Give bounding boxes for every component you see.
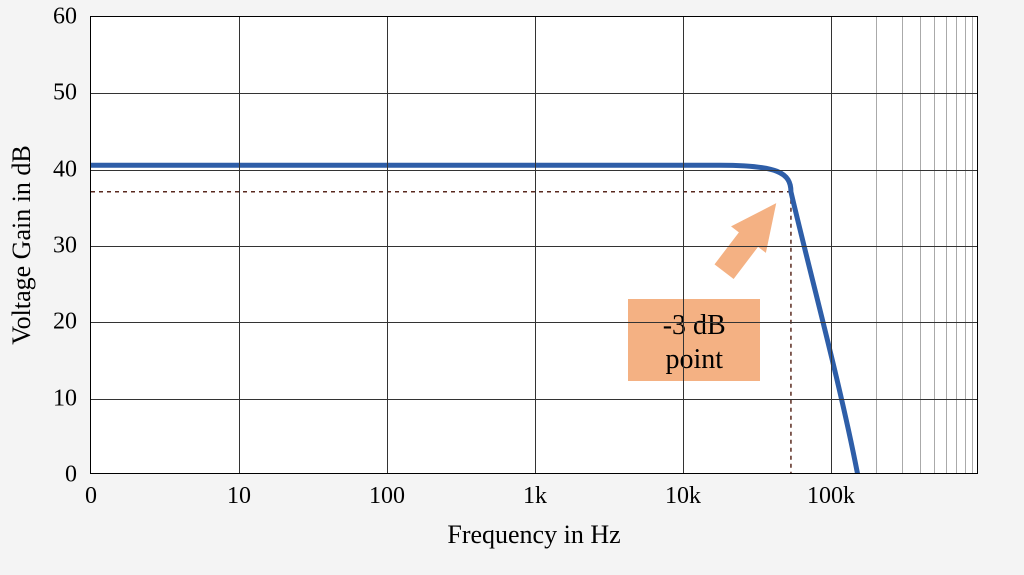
x-tick-label: 1k [523,473,547,510]
y-tick-label: 40 [53,156,91,183]
y-tick-label: 50 [53,80,91,107]
x-gridline [535,17,536,473]
x-tick-label: 10 [227,473,251,510]
y-axis-label-text: Voltage Gain in dB [7,145,37,345]
x-axis-label: Frequency in Hz [90,520,978,550]
y-tick-label: 20 [53,309,91,336]
callout-arrow [715,203,777,279]
x-minor-gridline [876,17,877,473]
y-gridline [91,322,977,323]
y-tick-label: 30 [53,233,91,260]
chart-stage: Voltage Gain in dB -3 dB point 010203040… [0,0,1024,575]
y-axis-label: Voltage Gain in dB [0,16,44,474]
x-gridline [387,17,388,473]
y-gridline [91,170,977,171]
x-tick-label: 100k [807,473,855,510]
x-minor-gridline [902,17,903,473]
plot-area: -3 dB point 01020304050600101001k10k100k [90,16,978,474]
x-axis-label-text: Frequency in Hz [447,520,620,549]
callout-box: -3 dB point [628,299,760,381]
y-tick-label: 60 [53,4,91,31]
x-tick-label: 100 [369,473,405,510]
minor-log-ticks [831,17,979,473]
callout-line2: point [646,343,742,377]
x-gridline [683,17,684,473]
x-minor-gridline [965,17,966,473]
callout-line1: -3 dB [646,309,742,343]
x-minor-gridline [934,17,935,473]
y-gridline [91,246,977,247]
x-gridline [239,17,240,473]
x-gridline [831,17,832,473]
x-minor-gridline [956,17,957,473]
y-tick-label: 10 [53,385,91,412]
x-minor-gridline [946,17,947,473]
x-tick-label: 0 [85,473,97,510]
x-minor-gridline [920,17,921,473]
x-tick-label: 10k [665,473,701,510]
y-gridline [91,399,977,400]
x-minor-gridline [972,17,973,473]
y-gridline [91,93,977,94]
